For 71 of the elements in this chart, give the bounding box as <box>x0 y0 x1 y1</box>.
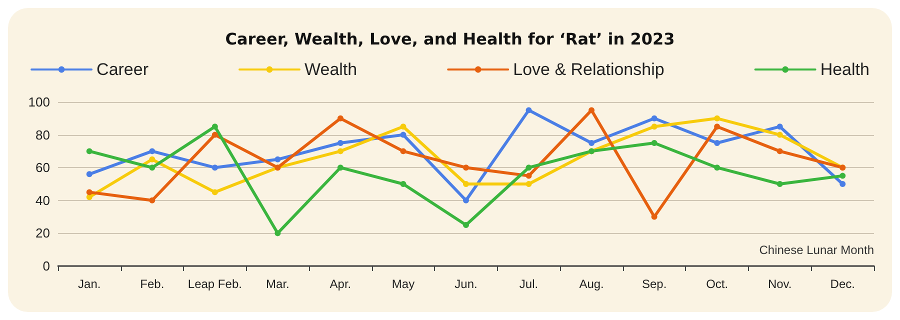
point <box>714 164 720 171</box>
point <box>588 107 595 114</box>
y-tick-label: 100 <box>28 94 50 110</box>
point <box>651 140 658 146</box>
point <box>526 181 532 187</box>
point <box>86 148 92 154</box>
point <box>776 148 783 154</box>
y-tick-label: 20 <box>36 226 50 241</box>
x-tick-label: Leap Feb. <box>188 277 242 291</box>
x-axis-title: Chinese Lunar Month <box>759 243 874 257</box>
point <box>86 194 92 200</box>
point <box>840 172 846 179</box>
y-tick-label: 60 <box>36 160 50 176</box>
point <box>588 140 595 146</box>
point <box>463 197 469 204</box>
point <box>463 222 469 228</box>
point <box>400 132 406 138</box>
x-tick-label: Aug. <box>579 277 604 291</box>
point <box>714 115 720 122</box>
point <box>212 189 218 196</box>
point <box>400 124 406 130</box>
x-tick-label: Nov. <box>768 277 792 291</box>
x-tick-label: Feb. <box>140 277 164 291</box>
x-tick-label: Apr. <box>330 277 352 291</box>
point <box>337 148 344 154</box>
point <box>400 181 406 187</box>
point <box>400 148 406 154</box>
point <box>776 124 783 130</box>
x-tick-label: Jan. <box>78 277 101 291</box>
point <box>337 115 344 122</box>
point <box>651 115 658 122</box>
x-tick-label: Oct. <box>706 277 728 291</box>
legend-label: Career <box>96 60 149 79</box>
point <box>776 132 783 138</box>
x-tick-label: Jul. <box>519 277 538 291</box>
point <box>149 148 156 154</box>
point <box>274 230 281 236</box>
x-tick-label: Mar. <box>266 277 290 291</box>
point <box>149 164 156 171</box>
point <box>212 132 218 138</box>
y-tick-label: 80 <box>36 127 50 142</box>
point <box>714 140 720 146</box>
point <box>651 124 658 130</box>
point <box>714 124 720 130</box>
point <box>337 164 344 171</box>
point <box>526 107 532 114</box>
chart-title: Career, Wealth, Love, and Health for ‘Rat’ in 2023 <box>225 30 675 48</box>
x-tick-label: Sep. <box>642 277 667 291</box>
point <box>274 156 281 162</box>
point <box>149 197 156 204</box>
legend-label: Love & Relationship <box>513 60 664 79</box>
point <box>337 140 344 146</box>
y-tick-label: 40 <box>36 192 50 208</box>
x-tick-label: May <box>392 277 415 291</box>
legend-label: Health <box>820 60 870 79</box>
point <box>212 124 218 130</box>
point <box>526 172 532 179</box>
point <box>776 181 783 187</box>
point <box>86 171 92 178</box>
point <box>149 156 156 162</box>
point <box>463 181 469 187</box>
x-tick-label: Dec. <box>830 277 855 291</box>
legend-label: Wealth <box>304 60 358 79</box>
x-tick-label: Jun. <box>454 277 478 291</box>
y-tick-label: 0 <box>42 258 50 274</box>
point <box>840 181 846 187</box>
point <box>86 189 92 196</box>
point <box>463 164 469 171</box>
point <box>526 164 532 171</box>
point <box>651 214 658 220</box>
point <box>212 164 218 171</box>
